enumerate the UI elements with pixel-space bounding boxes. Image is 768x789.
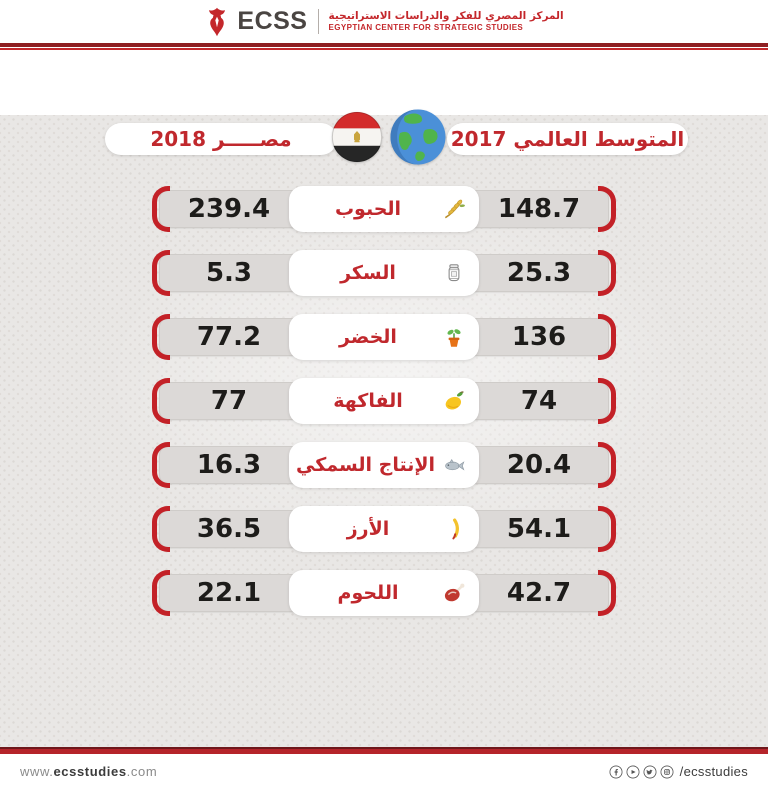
youtube-icon[interactable] — [626, 765, 640, 779]
global-value: 136 — [511, 322, 567, 352]
egypt-value: 77 — [210, 386, 248, 416]
wheat-icon — [441, 196, 467, 222]
social-links: /ecsstudies — [609, 764, 748, 779]
egypt-value: 16.3 — [196, 450, 262, 480]
category-label: السكر — [340, 262, 396, 284]
data-row: 5.3 25.3 السكر — [152, 250, 616, 296]
ecss-falcon-logo-icon — [204, 5, 230, 39]
egypt-flag-icon — [331, 111, 383, 163]
category-label: اللحوم — [337, 582, 399, 604]
social-icons — [609, 765, 674, 779]
left-bracket-decoration — [152, 570, 170, 616]
category-pill: اللحوم — [289, 570, 479, 616]
rice-icon — [441, 516, 467, 542]
category-label: الإنتاج السمكي — [296, 454, 435, 476]
global-value: 54.1 — [506, 514, 572, 544]
data-row: 77.2 136 الخضر — [152, 314, 616, 360]
category-pill: الإنتاج السمكي — [289, 442, 479, 488]
egypt-value: 77.2 — [196, 322, 262, 352]
global-value: 20.4 — [506, 450, 572, 480]
category-pill: الحبوب — [289, 186, 479, 232]
legend-egypt-2018: مصـــــر 2018 — [105, 123, 337, 155]
egypt-value: 22.1 — [196, 578, 262, 608]
right-bracket-decoration — [598, 442, 616, 488]
sugar-icon — [441, 260, 467, 286]
header: ECSS المركز المصري للفكر والدراسات الاست… — [0, 0, 768, 43]
legend: مصـــــر 2018 — [0, 109, 768, 173]
data-row: 22.1 42.7 اللحوم — [152, 570, 616, 616]
egypt-value: 5.3 — [205, 258, 253, 288]
left-bracket-decoration — [152, 250, 170, 296]
footer-divider — [0, 747, 768, 754]
data-row: 36.5 54.1 الأرز — [152, 506, 616, 552]
org-name-english: EGYPTIAN CENTER FOR STRATEGIC STUDIES — [328, 23, 524, 33]
global-value: 74 — [520, 386, 558, 416]
left-bracket-decoration — [152, 314, 170, 360]
right-bracket-decoration — [598, 506, 616, 552]
chart-area: مصـــــر 2018 — [0, 109, 768, 747]
legend-global-2017: المتوسط العالمي 2017 — [447, 123, 688, 155]
left-bracket-decoration — [152, 442, 170, 488]
rows: 239.4 148.7 الحبوب 5.3 25.3 السكر 77.2 1… — [0, 186, 768, 616]
right-bracket-decoration — [598, 570, 616, 616]
website-link[interactable]: www.ecsstudies.com — [20, 764, 158, 779]
instagram-icon[interactable] — [660, 765, 674, 779]
global-value: 42.7 — [506, 578, 572, 608]
category-pill: الخضر — [289, 314, 479, 360]
left-bracket-decoration — [152, 378, 170, 424]
data-row: 77 74 الفاكهة — [152, 378, 616, 424]
globe-icon — [389, 108, 447, 166]
category-label: الفاكهة — [333, 390, 403, 412]
right-bracket-decoration — [598, 314, 616, 360]
meat-icon — [441, 580, 467, 606]
org-name-arabic: المركز المصري للفكر والدراسات الاستراتيج… — [328, 9, 564, 22]
twitter-icon[interactable] — [643, 765, 657, 779]
plant-icon — [441, 324, 467, 350]
fish-icon — [441, 452, 467, 478]
right-bracket-decoration — [598, 378, 616, 424]
category-label: الأرز — [346, 518, 390, 540]
global-value: 148.7 — [497, 194, 581, 224]
left-bracket-decoration — [152, 186, 170, 232]
category-label: الخضر — [339, 326, 397, 348]
category-pill: الأرز — [289, 506, 479, 552]
global-value: 25.3 — [506, 258, 572, 288]
egypt-value: 36.5 — [196, 514, 262, 544]
footer: www.ecsstudies.com /ecsstudies — [0, 754, 768, 789]
social-handle[interactable]: /ecsstudies — [679, 764, 748, 779]
data-row: 239.4 148.7 الحبوب — [152, 186, 616, 232]
category-pill: الفاكهة — [289, 378, 479, 424]
logo-wordmark: ECSS — [237, 7, 308, 35]
header-divider — [0, 43, 768, 50]
facebook-icon[interactable] — [609, 765, 623, 779]
mango-icon — [441, 388, 467, 414]
category-label: الحبوب — [334, 198, 402, 220]
category-pill: السكر — [289, 250, 479, 296]
data-row: 16.3 20.4 الإنتاج السمكي — [152, 442, 616, 488]
logo-divider — [317, 9, 319, 34]
right-bracket-decoration — [598, 186, 616, 232]
right-bracket-decoration — [598, 250, 616, 296]
left-bracket-decoration — [152, 506, 170, 552]
egypt-value: 239.4 — [187, 194, 271, 224]
